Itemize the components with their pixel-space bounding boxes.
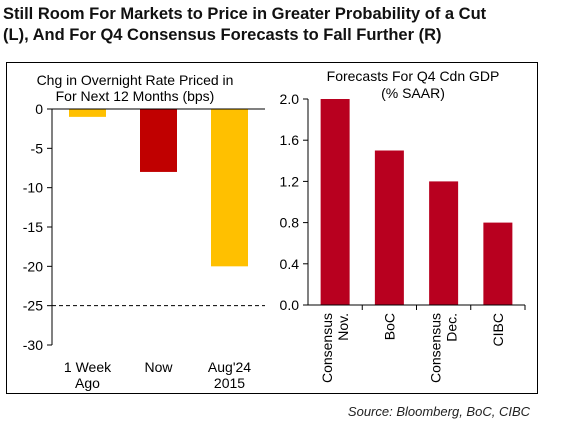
right-category-label: BoC [381,313,397,340]
right-category-label: Nov. [335,313,351,341]
chart-frame [6,62,538,394]
left-category-label: 2015 [214,375,245,391]
right-y-tick-label: 1.6 [280,132,300,148]
left-bar [211,109,248,267]
right-bar [320,99,350,305]
left-chart-title-line: Chg in Overnight Rate Priced in [37,72,234,88]
right-chart-title-line: Forecasts For Q4 Cdn GDP [327,68,500,84]
right-bar [483,222,513,305]
left-y-tick-label: -25 [23,298,43,314]
right-category-label: Consensus [428,313,444,383]
right-y-tick-label: 0.0 [280,297,300,313]
right-category-label: Dec. [444,313,460,342]
chart-title: Still Room For Markets to Price in Great… [3,4,563,46]
right-y-tick-label: 2.0 [280,91,300,107]
left-y-tick-label: 0 [35,101,43,117]
right-category-label: Consensus [319,313,335,383]
left-y-tick-label: -10 [23,180,43,196]
right-bar [374,150,404,305]
left-category-label: Now [144,359,173,375]
title-line-1: Still Room For Markets to Price in Great… [3,5,487,23]
right-category-label: CIBC [490,313,506,346]
left-y-tick-label: -5 [31,140,44,156]
left-category-label: Ago [75,375,100,391]
right-y-tick-label: 0.4 [280,256,300,272]
left-y-tick-label: -30 [23,337,43,353]
source-note: Source: Bloomberg, BoC, CIBC [347,404,530,419]
title-line-2: (L), And For Q4 Consensus Forecasts to F… [3,26,442,44]
right-bar [429,181,459,305]
left-category-label: Aug'24 [208,359,251,375]
left-y-tick-label: -20 [23,258,43,274]
left-y-tick-label: -15 [23,219,43,235]
right-y-tick-label: 1.2 [280,173,300,189]
left-category-label: 1 Week [64,359,112,375]
left-chart-title-line: For Next 12 Months (bps) [56,88,215,104]
left-bar [140,109,177,172]
left-bar [69,109,106,117]
right-chart-title-line: (% SAAR) [381,85,445,101]
right-y-tick-label: 0.8 [280,215,300,231]
